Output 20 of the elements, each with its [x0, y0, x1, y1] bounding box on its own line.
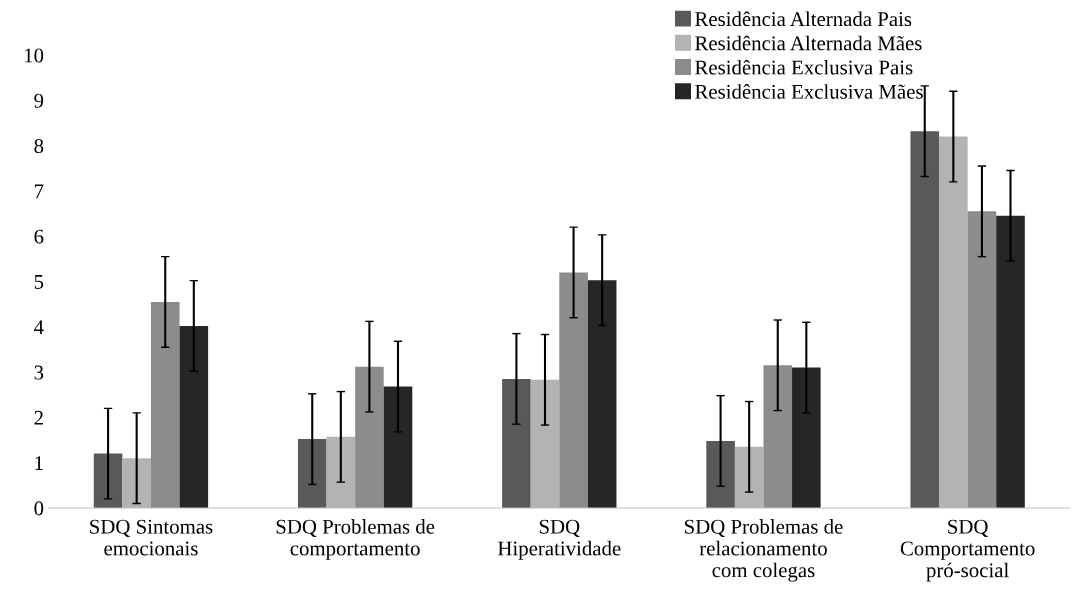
x-tick-label: SDQ Hiperatividade [497, 519, 621, 560]
legend-label: Residência Exclusiva Pais [695, 59, 913, 75]
x-tick-label: SDQ Comportamento pró-social [900, 519, 1035, 582]
y-tick-label: 7 [34, 184, 44, 199]
y-tick-label: 2 [34, 410, 43, 425]
y-tick-label: 8 [34, 139, 44, 154]
y-tick-label: 1 [35, 456, 43, 470]
y-tick-label: 10 [25, 48, 44, 63]
y-tick-label: 5 [34, 275, 44, 289]
x-tick-label: SDQ Sintomas emocionais [90, 519, 213, 556]
y-tick-label: 9 [34, 93, 44, 108]
x-tick-label: SDQ Problemas de relacionamento com colegas [685, 519, 843, 582]
legend-label: Residência Alternada Mães [695, 35, 922, 51]
x-tick-label: SDQ Problemas de comportamento [276, 519, 435, 560]
y-tick-label: 6 [34, 229, 44, 244]
legend-label: Residência Exclusiva Mães [695, 84, 923, 99]
legend-label: Residência Alternada Pais [695, 11, 912, 27]
y-tick-label: 3 [34, 365, 44, 380]
y-tick-label: 0 [34, 501, 44, 516]
y-tick-label: 4 [34, 320, 44, 335]
